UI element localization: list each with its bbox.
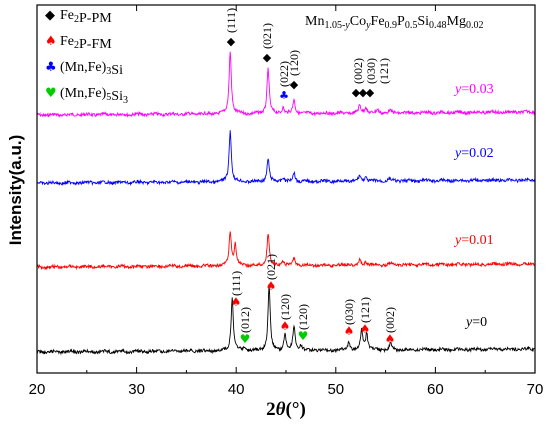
peak-label: (121) [377,58,391,84]
legend-entry: Fe2P-PM [60,8,112,26]
heart-icon: ♥ [45,86,57,101]
y-axis-title: Intensity(a.u.) [6,135,25,246]
diamond-icon: ◆ [352,86,361,99]
series-line [36,284,536,356]
club-icon: ♣ [279,89,289,102]
series-label: y=0 [464,315,487,330]
diamond-icon: ◆ [263,51,272,64]
spade-icon: ♠ [360,322,371,336]
x-axis-title: 2θ(°) [266,399,306,420]
plot-area [36,51,536,356]
series-label: y=0.02 [453,146,494,161]
spade-icon: ♠ [266,279,277,293]
diamond-icon: ◆ [227,35,236,48]
peak-label: (002) [351,58,365,84]
series-line [36,51,536,118]
peak-label: (030) [342,299,356,325]
diamond-icon: ◆ [359,86,368,99]
legend: ◆ Fe2P-PM♠ Fe2P-FM♣ (Mn,Fe)3Si♥ (Mn,Fe)5Si3 [45,8,128,106]
peak-label: (120) [296,304,310,330]
spade-icon: ♠ [385,332,396,346]
series-line [36,231,536,271]
legend-entry: (Mn,Fe)3Si [60,60,123,78]
peak-label: (111) [229,271,243,296]
peak-markers: ◆(111)◆(021)♣(022)◆(120)◆(002)◆(030)◆(12… [224,8,397,346]
heart-icon: ♥ [298,329,309,343]
x-tick-label: 20 [29,381,46,398]
spade-icon: ♠ [231,295,242,309]
legend-entry: Fe2P-FM [60,34,112,52]
spade-icon: ♠ [280,319,291,333]
x-tick-label: 60 [427,381,444,398]
peak-label: (111) [224,8,238,33]
peak-label: (022) [277,61,291,87]
legend-entry: (Mn,Fe)5Si3 [60,86,128,106]
series-line [36,130,536,187]
peak-label: (120) [287,50,301,76]
spade-icon: ♠ [45,34,57,49]
peak-label: (021) [260,23,274,49]
peak-label: (002) [383,307,397,333]
series-label: y=0.01 [453,233,494,248]
heart-icon: ♥ [240,332,251,346]
x-tick-label: 30 [128,381,145,398]
series-label: y=0.03 [453,82,494,97]
peak-label: (120) [278,294,292,320]
spade-icon: ♠ [344,324,355,338]
series-labels: y=0.03 y=0.02 y=0.01 y=0 [453,82,494,330]
peak-label: (121) [358,297,372,323]
x-tick-label: 50 [327,381,344,398]
club-icon: ♣ [45,60,57,75]
peak-label: (030) [364,58,378,84]
x-tick-label: 70 [527,381,544,398]
diamond-icon: ◆ [290,78,299,91]
x-axis: 20 30 40 50 60 70 [29,5,544,398]
diamond-icon: ◆ [366,86,375,99]
diamond-icon: ◆ [45,8,55,23]
peak-label: (012) [238,307,252,333]
peak-label: (021) [264,254,278,280]
x-tick-label: 40 [228,381,245,398]
